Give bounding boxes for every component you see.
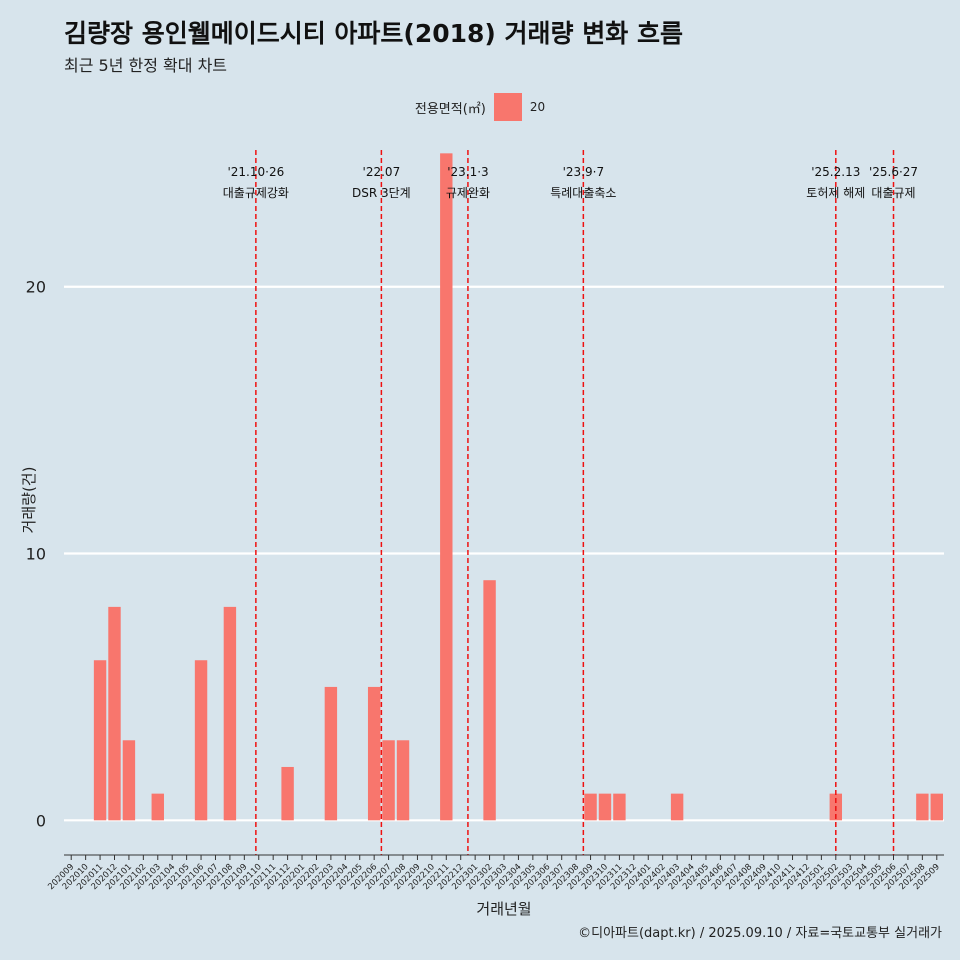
event-label: DSR 3단계: [352, 186, 411, 200]
bar: [93, 660, 107, 821]
event-label: 규제완화: [446, 186, 490, 200]
bar: [598, 793, 612, 821]
event-date-label: '21.10·26: [227, 165, 284, 179]
event-date-label: '23.1·3: [447, 165, 488, 179]
bar: [396, 740, 410, 821]
chart-subtitle: 최근 5년 한정 확대 차트: [64, 56, 228, 75]
bar: [584, 793, 597, 821]
event-label: 대출규제강화: [223, 186, 289, 200]
bar: [194, 660, 208, 821]
event-date-label: '22.07: [363, 165, 401, 179]
bar: [483, 580, 496, 821]
chart-title: 김량장 용인웰메이드시티 아파트(2018) 거래량 변화 흐름: [64, 19, 683, 48]
bar: [916, 793, 929, 821]
event-label: 대출규제: [871, 186, 915, 200]
y-axis-title: 거래량(건): [20, 467, 38, 534]
event-label: 특례대출축소: [550, 186, 616, 200]
event-date-label: '25.6·27: [869, 165, 918, 179]
y-tick-label: 10: [26, 545, 46, 564]
bar: [108, 606, 121, 821]
legend-color-key: [493, 93, 522, 121]
bar: [382, 740, 395, 821]
bar: [670, 793, 684, 821]
legend-entry-label: 20: [529, 100, 546, 114]
event-label: 토허제 해제: [806, 186, 865, 200]
bar: [367, 686, 381, 821]
bar: [122, 740, 136, 821]
y-tick-label: 20: [26, 278, 46, 297]
bar: [324, 686, 338, 821]
legend-title: 전용면적(㎡): [414, 101, 486, 117]
event-date-label: '23.9·7: [563, 165, 604, 179]
bar: [613, 793, 626, 821]
bar: [151, 793, 164, 821]
bar: [930, 793, 943, 821]
bar: [440, 153, 453, 821]
x-axis-title: 거래년월: [476, 900, 531, 918]
bar: [223, 606, 237, 821]
source-caption: ©디아파트(dapt.kr) / 2025.09.10 / 자료=국토교통부 실…: [578, 926, 942, 941]
bar: [281, 766, 294, 821]
legend: 전용면적(㎡) 20: [0, 93, 960, 121]
event-date-label: '25.2.13: [811, 165, 860, 179]
y-tick-label: 0: [36, 811, 46, 830]
